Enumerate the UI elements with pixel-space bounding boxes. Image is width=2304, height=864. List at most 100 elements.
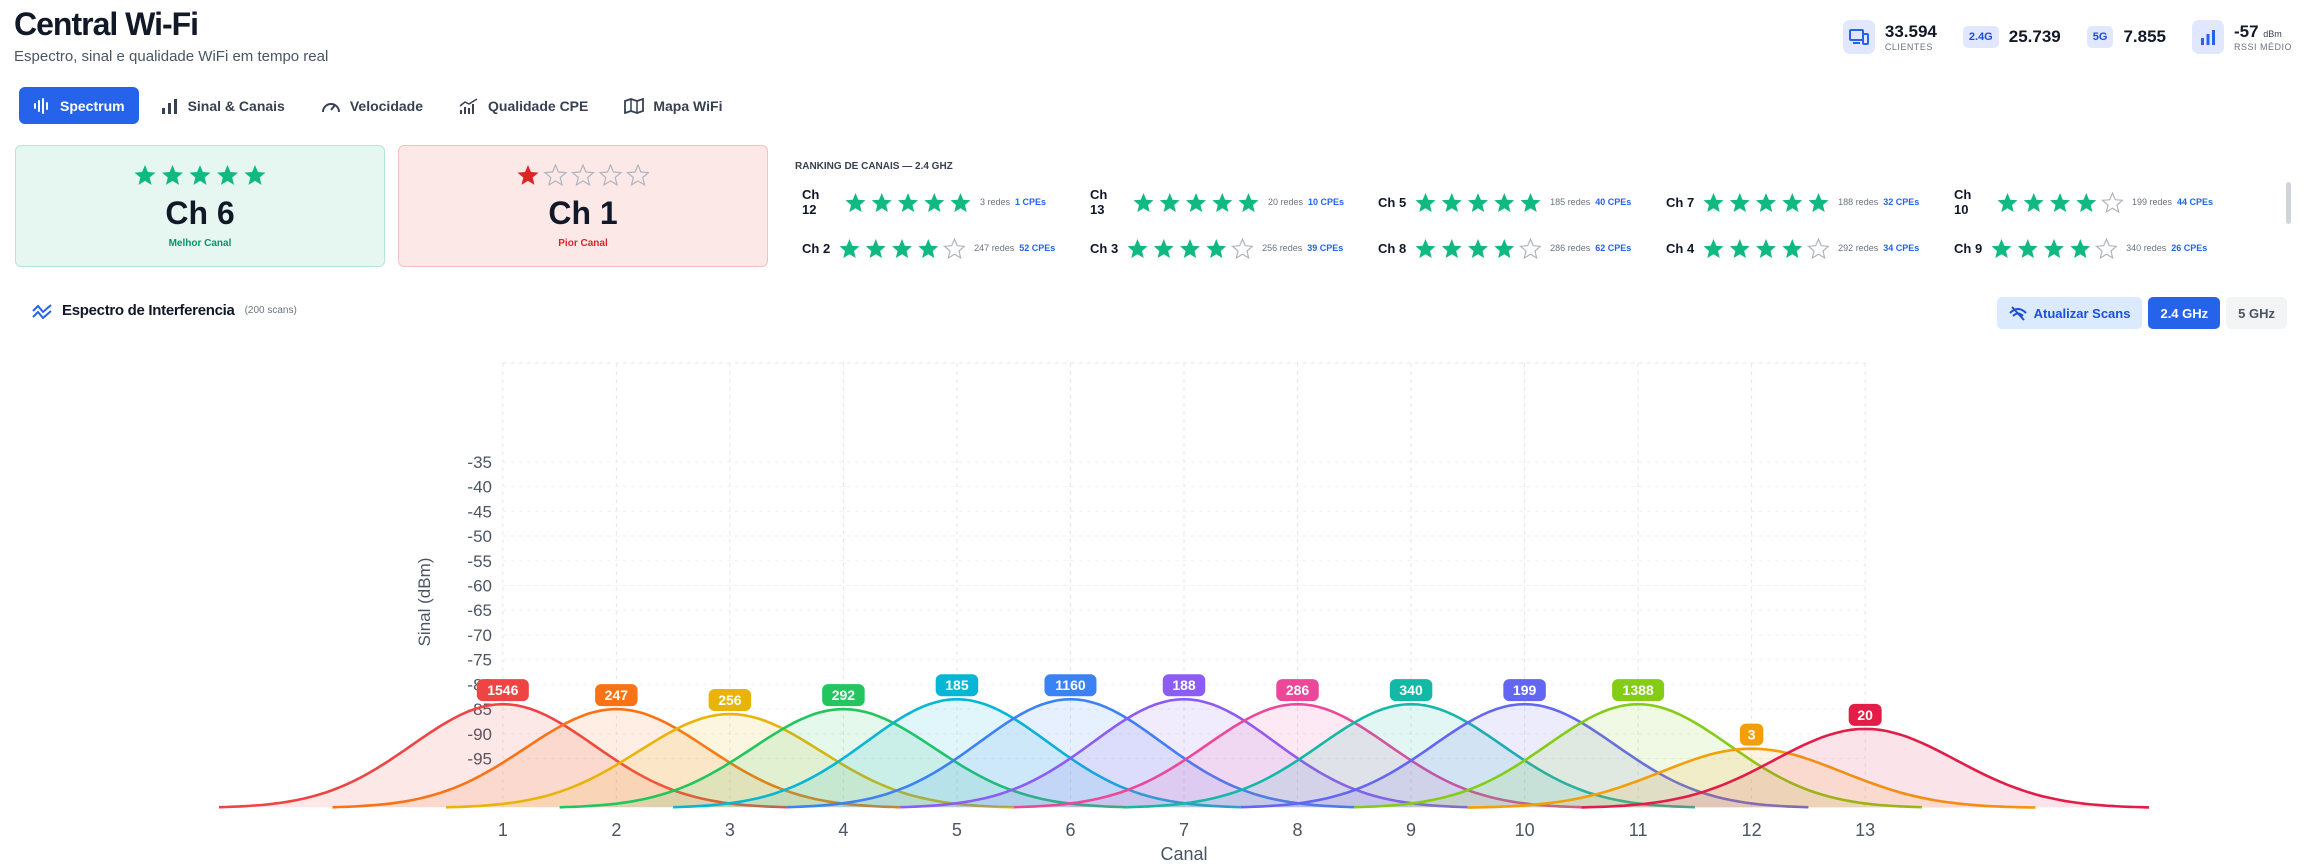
stat-value: -57 [2233,22,2259,41]
tab[interactable]: Velocidade [307,87,437,124]
star [892,238,913,258]
star [943,237,966,259]
channel-label: Ch 6 [165,195,235,231]
refresh-button[interactable]: Atualizar Scans [1996,297,2143,329]
stars [839,237,966,259]
y-tick-label: -35 [467,453,492,472]
peak-badge [822,684,865,707]
stat-value: 33.594 [1884,22,1937,41]
spectrum-area [219,704,787,808]
spectrum-curve [1127,702,1695,809]
spectrum-curve [1240,702,1809,809]
star [570,163,596,187]
tab[interactable]: Sinal & Canais [147,87,299,124]
spectrum-curve [218,702,787,809]
peak-label: 20 [1857,707,1873,723]
star [598,163,623,187]
star [134,165,156,185]
ranking-item: Ch 13 20 redes 10 CPEs [1090,184,1378,220]
spectrum-curve [673,697,1241,809]
star [1415,192,1436,212]
x-tick-label: 9 [1406,820,1416,840]
star [1133,192,1154,212]
star [1127,238,1148,258]
star [2023,192,2044,212]
tab[interactable]: Mapa WiFi [610,87,736,124]
stars [1997,191,2123,213]
x-tick-label: 12 [1742,820,1762,840]
star [1468,192,1489,212]
spectrum-curve [1467,747,2036,809]
tab-label: Velocidade [349,97,423,114]
ranking-item: Ch 9 340 redes 26 CPEs [1954,230,2242,266]
stat-value-row: -57 dBm [2234,22,2292,42]
section-note: (200 scans) [244,305,297,316]
ranking-networks: 340 redes [2126,243,2167,253]
star [1997,192,2018,212]
ranking-networks: 292 redes [1838,243,1879,253]
stats-bar: 33.594 CLIENTES 2.4G 25.739 5G 7.855 -57 … [1842,20,2292,54]
spectrum-area [1581,728,2149,808]
star [1520,192,1541,212]
peak-label: 1388 [1623,682,1654,698]
tab[interactable]: Qualidade CPE [445,87,602,124]
ranking-networks: 3 redes [980,197,1011,207]
star [1180,238,1201,258]
x-axis-title: Canal [1160,844,1207,864]
ranking-networks: 199 redes [2132,197,2173,207]
ranking-item: Ch 3 256 redes 39 CPEs [1090,230,1378,266]
spectrum-area [1013,704,1582,808]
stars [1415,192,1541,212]
stat-value: 7.855 [2123,27,2166,46]
band-button[interactable]: 5 GHz [2226,297,2287,329]
y-tick-label: -90 [467,725,492,744]
card-caption: Melhor Canal [168,238,232,249]
y-tick-label: -65 [467,601,492,620]
spectrum-area [1240,704,1809,808]
section-header: Espectro de Interferencia (200 scans) [32,302,297,319]
peak-label: 185 [945,677,969,693]
y-tick-label: -60 [467,577,492,596]
star [865,238,886,258]
stat-5g: 5G 7.855 [2086,26,2166,48]
ranking-cpes: 26 CPEs [2171,243,2208,253]
stars [1133,192,1259,212]
ranking-networks: 247 redes [974,243,1015,253]
ranking-channel: Ch 13 [1090,187,1108,217]
star [1441,238,1462,258]
star [543,163,568,187]
ranking-networks: 286 redes [1550,243,1591,253]
spectrum-curve [446,712,1014,809]
channel-label: Ch 1 [548,195,618,231]
peak-badge [1503,679,1546,702]
button-group: Atualizar Scans 2.4 GHz 5 GHz [1996,297,2287,329]
star [1186,192,1206,212]
y-tick-label: -50 [467,527,492,546]
spectrum-curve [786,697,1355,809]
star [1729,238,1750,258]
y-tick-label: -95 [467,750,492,769]
tab-label: Sinal & Canais [187,97,285,114]
star [1415,238,1436,258]
stat-unit: dBm [2263,29,2282,39]
x-tick-label: 6 [1065,820,1075,840]
worst-channel-card: Ch 1 Pior Canal [398,145,768,267]
star [217,165,238,185]
y-tick-label: -40 [467,478,492,497]
ranking-item: Ch 2 247 redes 52 CPEs [802,230,1090,266]
ranking-networks: 256 redes [1262,243,1303,253]
band-button[interactable]: 2.4 GHz [2148,297,2221,329]
scrollbar[interactable] [2286,182,2291,224]
peak-label: 256 [718,692,742,708]
spectrum-area [786,699,1355,808]
ranking-item: Ch 10 199 redes 44 CPEs [1954,184,2242,220]
band-badge: 5G [2086,26,2114,48]
x-tick-label: 7 [1179,820,1189,840]
ranking-item: Ch 4 292 redes 34 CPEs [1666,230,1954,266]
star [1782,192,1803,212]
tab[interactable]: Spectrum [19,87,139,124]
x-tick-label: 3 [725,820,735,840]
ranking-channel: Ch 12 [802,187,820,217]
section-title: Espectro de Interferencia [62,302,235,319]
